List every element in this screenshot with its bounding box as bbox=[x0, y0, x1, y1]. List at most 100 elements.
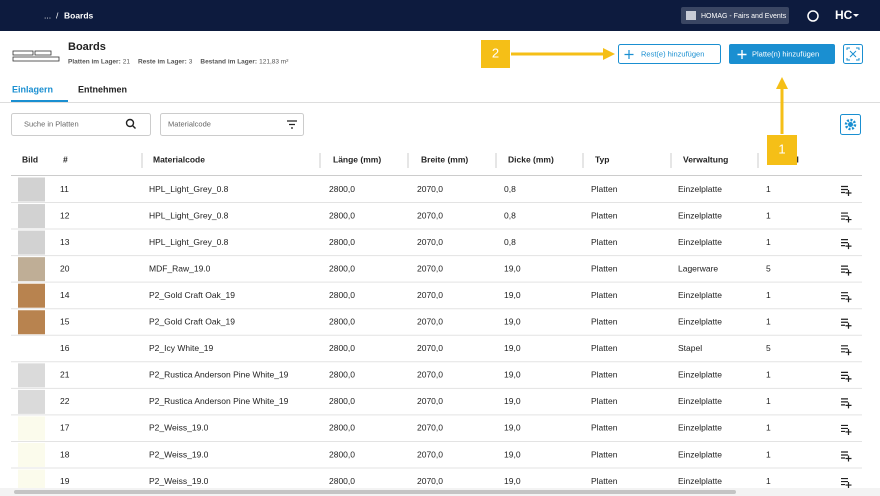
logo[interactable]: HC bbox=[835, 8, 853, 22]
scrollbar-thumb[interactable] bbox=[14, 490, 736, 494]
table: Bild # Materialcode Länge (mm) Breite (mm) Di… bbox=[11, 153, 862, 496]
cell: P2_Weiss_19.0 bbox=[149, 476, 209, 486]
cell: Einzelplatte bbox=[678, 290, 722, 300]
cell: 14 bbox=[60, 290, 70, 300]
cell: 2800,0 bbox=[329, 476, 355, 486]
cell: Platten bbox=[591, 449, 618, 459]
cell: 2070,0 bbox=[417, 290, 443, 300]
cell: 2800,0 bbox=[329, 343, 355, 353]
row-action-icon[interactable] bbox=[841, 398, 852, 409]
cell: P2_Weiss_19.0 bbox=[149, 449, 209, 459]
row-action-icon[interactable] bbox=[841, 451, 852, 462]
cell: Platten bbox=[591, 476, 618, 486]
cell: Platten bbox=[591, 237, 618, 247]
cell: 20 bbox=[60, 263, 70, 273]
add-rest-label: Rest(e) hinzufügen bbox=[641, 49, 704, 58]
stat-value: 121,83 m² bbox=[259, 59, 289, 66]
cell: 2070,0 bbox=[417, 237, 443, 247]
stat-value: 21 bbox=[123, 59, 131, 66]
column-header: # bbox=[63, 154, 68, 164]
board-thumbnail bbox=[18, 389, 45, 414]
cell: 5 bbox=[766, 343, 771, 353]
cell: 2070,0 bbox=[417, 184, 443, 194]
stat-label: Bestand im Lager: bbox=[200, 59, 257, 66]
breadcrumb-separator: / bbox=[56, 10, 59, 20]
row-action-icon[interactable] bbox=[841, 185, 852, 197]
cell: Einzelplatte bbox=[678, 423, 722, 433]
board-thumbnail bbox=[18, 336, 45, 361]
row-action-icon[interactable] bbox=[841, 318, 852, 329]
cell: 1 bbox=[766, 317, 771, 327]
callout-number: 1 bbox=[778, 141, 785, 156]
column-header: Typ bbox=[595, 154, 609, 164]
tab-active[interactable]: Einlagern bbox=[12, 84, 53, 94]
cell: Lagerware bbox=[678, 263, 718, 273]
callout-box bbox=[767, 135, 797, 165]
board-thumbnail bbox=[18, 363, 45, 388]
scan-icon bbox=[846, 47, 860, 61]
cell: P2_Rustica Anderson Pine White_19 bbox=[149, 370, 289, 380]
stat-label: Reste im Lager: bbox=[138, 59, 187, 66]
cell: Platten bbox=[591, 317, 618, 327]
cell: 1 bbox=[766, 237, 771, 247]
stat-label: Platten im Lager: bbox=[68, 59, 121, 66]
cell: 2070,0 bbox=[417, 396, 443, 406]
cell: MDF_Raw_19.0 bbox=[149, 263, 211, 273]
row-action-icon[interactable] bbox=[841, 292, 852, 303]
search-placeholder: Suche in Platten bbox=[24, 119, 79, 128]
cell: Platten bbox=[591, 210, 618, 220]
stat-value: 3 bbox=[189, 59, 193, 66]
board-thumbnail bbox=[18, 443, 45, 467]
row-action-icon[interactable] bbox=[841, 239, 852, 250]
support-icon[interactable] bbox=[807, 10, 819, 22]
add-rest-button[interactable] bbox=[618, 44, 721, 64]
cell: 0,8 bbox=[504, 184, 516, 194]
cell: 1 bbox=[766, 476, 771, 486]
board-thumbnail bbox=[18, 283, 45, 308]
board-icon bbox=[12, 50, 60, 62]
row-action-icon[interactable] bbox=[841, 265, 852, 276]
cell: 2800,0 bbox=[329, 290, 355, 300]
cell: Platten bbox=[591, 263, 618, 273]
workspace-button[interactable] bbox=[681, 7, 789, 24]
board-thumbnail bbox=[18, 416, 45, 441]
row-action-icon[interactable] bbox=[841, 424, 852, 435]
cell: Platten bbox=[591, 184, 618, 194]
add-board-button[interactable] bbox=[729, 44, 835, 64]
cell: 19,0 bbox=[504, 370, 521, 380]
cell: 2070,0 bbox=[417, 210, 443, 220]
cell: 19,0 bbox=[504, 396, 521, 406]
cell: 0,8 bbox=[504, 237, 516, 247]
workspace-name: HOMAG - Fairs and Events bbox=[701, 13, 787, 20]
cell: 2800,0 bbox=[329, 210, 355, 220]
row-action-icon[interactable] bbox=[841, 371, 852, 382]
cell: Platten bbox=[591, 396, 618, 406]
cell: Einzelplatte bbox=[678, 476, 722, 486]
row-action-icon[interactable] bbox=[841, 477, 852, 489]
search-input[interactable] bbox=[11, 113, 151, 136]
breadcrumb-ellipsis[interactable]: ... bbox=[44, 10, 51, 20]
cell: 2800,0 bbox=[329, 396, 355, 406]
tab[interactable]: Entnehmen bbox=[78, 84, 127, 94]
cell: HPL_Light_Grey_0.8 bbox=[149, 210, 229, 220]
add-board-label: Platte(n) hinzufügen bbox=[752, 49, 819, 58]
breadcrumb-current: Boards bbox=[64, 10, 94, 20]
column-header: Länge (mm) bbox=[333, 154, 381, 164]
row-action-icon[interactable] bbox=[841, 212, 852, 223]
row-action-icon[interactable] bbox=[841, 345, 852, 356]
workspace-icon bbox=[686, 11, 696, 20]
cell: 19,0 bbox=[504, 343, 521, 353]
cell: Stapel bbox=[678, 343, 702, 353]
column-header: Bild bbox=[22, 154, 38, 164]
cell: 2070,0 bbox=[417, 370, 443, 380]
cell: 2800,0 bbox=[329, 449, 355, 459]
cell: Einzelplatte bbox=[678, 449, 722, 459]
cell: Einzelplatte bbox=[678, 210, 722, 220]
material-filter[interactable] bbox=[160, 113, 304, 136]
cell: 2800,0 bbox=[329, 317, 355, 327]
cell: 16 bbox=[60, 343, 70, 353]
column-header: Materialcode bbox=[153, 154, 205, 164]
material-placeholder: Materialcode bbox=[168, 119, 211, 128]
callout-number: 2 bbox=[492, 45, 499, 60]
